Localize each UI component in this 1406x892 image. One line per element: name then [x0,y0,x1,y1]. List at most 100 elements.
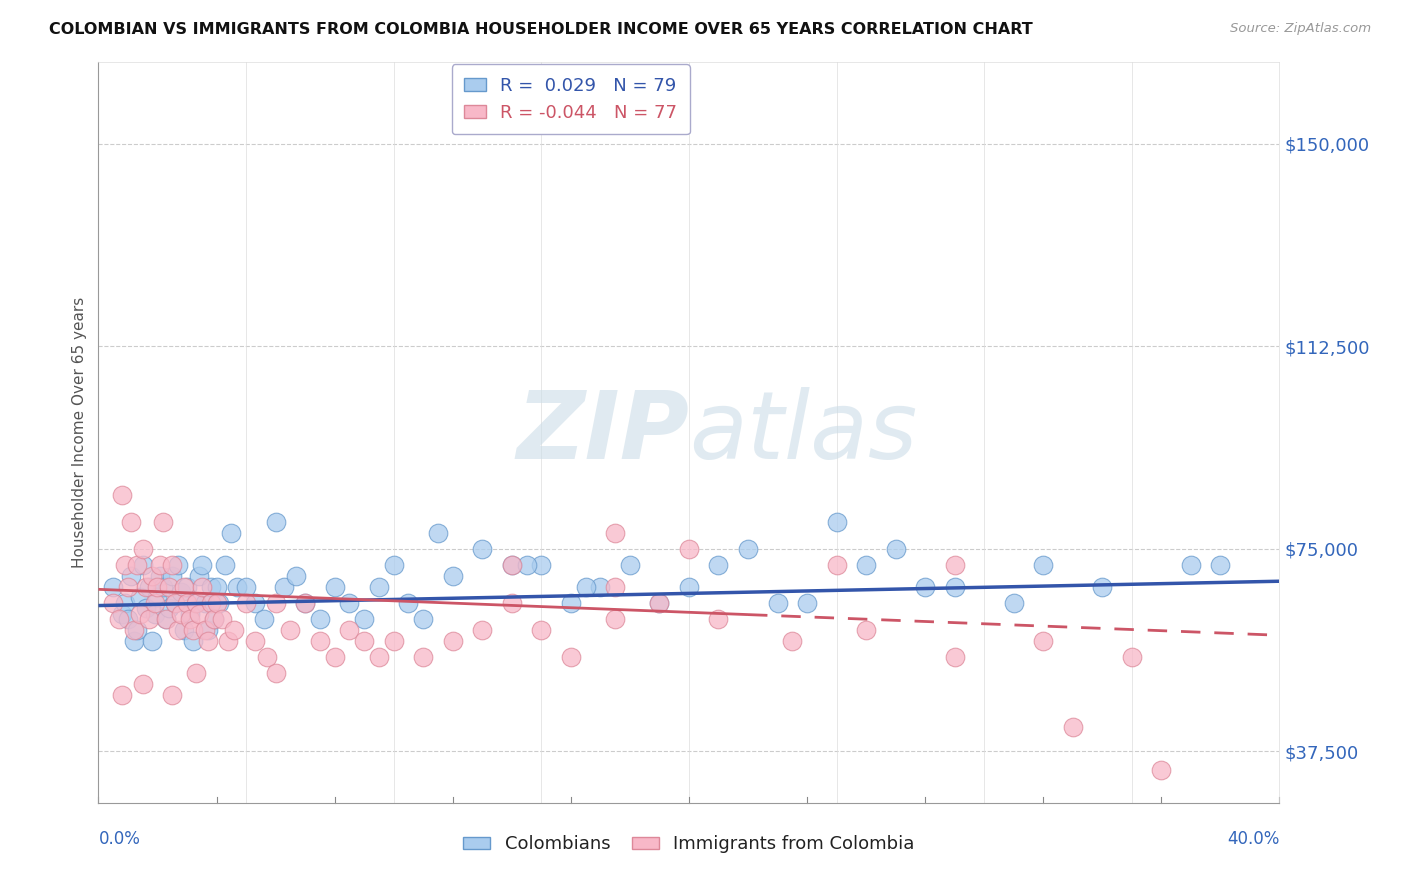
Point [1209,558,1232,572]
Point [132,558,155,572]
Point [157,580,180,594]
Point [560,596,582,610]
Point [125,558,148,572]
Point [368,580,391,594]
Point [1062,720,1084,734]
Point [128,591,150,605]
Point [825,515,848,529]
Point [914,580,936,594]
Point [575,580,598,594]
Point [176,580,198,594]
Point [243,633,266,648]
Point [132,541,155,556]
Point [143,596,166,610]
Point [678,541,700,556]
Point [943,558,966,572]
Point [103,596,125,610]
Point [339,623,361,637]
Point [184,596,207,610]
Point [167,623,190,637]
Point [471,541,494,556]
Point [146,591,169,605]
Point [114,558,136,572]
Point [1091,580,1114,594]
Point [501,558,523,572]
Point [256,649,278,664]
Point [120,515,142,529]
Text: 40.0%: 40.0% [1227,830,1279,847]
Point [253,612,276,626]
Point [128,607,150,621]
Point [173,623,195,637]
Point [264,596,287,610]
Point [1002,596,1025,610]
Point [152,515,174,529]
Point [181,633,204,648]
Point [197,633,219,648]
Point [191,580,214,594]
Point [170,607,193,621]
Point [427,525,450,540]
Point [214,558,236,572]
Point [412,649,434,664]
Point [179,607,201,621]
Point [589,580,612,594]
Point [323,580,346,594]
Point [707,558,730,572]
Point [619,558,641,572]
Point [146,580,169,594]
Point [197,623,219,637]
Text: 0.0%: 0.0% [98,830,141,847]
Point [796,596,818,610]
Point [165,596,187,610]
Point [1032,633,1054,648]
Point [162,569,183,583]
Point [294,596,316,610]
Point [152,580,174,594]
Point [782,633,804,648]
Point [309,633,332,648]
Point [294,596,316,610]
Point [648,596,671,610]
Y-axis label: Householder Income Over 65 years: Householder Income Over 65 years [72,297,87,568]
Point [943,649,966,664]
Point [235,580,257,594]
Point [243,596,266,610]
Point [120,569,142,583]
Point [108,612,131,626]
Point [221,525,243,540]
Point [194,623,217,637]
Point [202,612,225,626]
Point [605,525,627,540]
Point [530,558,553,572]
Point [138,580,160,594]
Legend: Colombians, Immigrants from Colombia: Colombians, Immigrants from Colombia [456,828,922,861]
Point [184,596,207,610]
Point [285,569,308,583]
Point [224,623,246,637]
Point [235,596,257,610]
Point [678,580,700,594]
Point [141,633,163,648]
Point [264,515,287,529]
Point [501,596,523,610]
Text: ZIP: ZIP [516,386,689,479]
Point [382,633,405,648]
Point [184,666,207,681]
Point [205,580,228,594]
Point [141,569,163,583]
Point [122,623,145,637]
Point [103,580,125,594]
Point [165,596,187,610]
Point [117,580,139,594]
Point [191,558,214,572]
Point [149,569,172,583]
Point [176,596,198,610]
Point [143,607,166,621]
Point [132,677,155,691]
Point [155,612,177,626]
Point [162,558,183,572]
Point [441,633,464,648]
Point [323,649,346,664]
Point [114,596,136,610]
